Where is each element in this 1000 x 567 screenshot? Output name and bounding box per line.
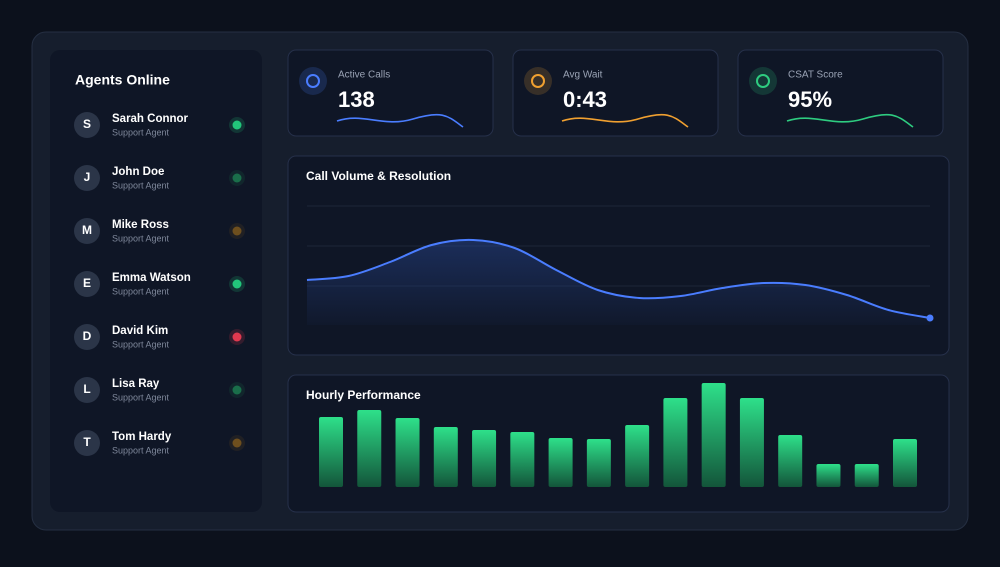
agent-role: Support Agent — [112, 445, 170, 455]
stat-value: 138 — [338, 87, 375, 112]
agent-name: John Doe — [112, 166, 164, 178]
sparkline — [561, 113, 689, 128]
bar — [472, 430, 497, 487]
line-card — [287, 155, 950, 356]
agent-name: Mike Ross — [112, 219, 169, 231]
stat-icon — [756, 74, 770, 88]
avatar — [74, 271, 100, 297]
status-dot — [232, 438, 242, 448]
avatar — [74, 165, 100, 191]
chart-title: Hourly Performance — [306, 388, 421, 402]
agent-name: Emma Watson — [112, 272, 191, 284]
avatar — [74, 218, 100, 244]
agent-name: Sarah Connor — [112, 113, 189, 125]
stat-icon-bg — [749, 67, 777, 95]
bar — [395, 418, 420, 487]
agent-role: Support Agent — [112, 233, 170, 243]
status-dot — [232, 279, 242, 289]
bar — [548, 438, 573, 487]
bar — [778, 435, 803, 487]
status-dot — [232, 385, 242, 395]
status-dot — [232, 332, 242, 342]
bar — [739, 398, 764, 487]
bar — [816, 464, 841, 487]
agent-role: Support Agent — [112, 286, 170, 296]
bar — [701, 383, 726, 487]
agent-role: Support Agent — [112, 392, 170, 402]
avatar-initial: E — [83, 276, 91, 290]
agent-name: Lisa Ray — [112, 378, 160, 390]
bar — [433, 427, 458, 487]
avatar-initial: L — [83, 382, 90, 396]
agent-name: David Kim — [112, 325, 168, 337]
stat-value: 95% — [788, 87, 832, 112]
avatar-initial: J — [84, 170, 91, 184]
line — [306, 238, 931, 319]
stat-icon — [306, 74, 320, 88]
bar — [893, 439, 917, 487]
agent-name: Tom Hardy — [112, 431, 172, 443]
status-dot — [232, 173, 242, 183]
agent-role: Support Agent — [112, 127, 170, 137]
avatar — [74, 430, 100, 456]
avatar — [74, 324, 100, 350]
avatar — [74, 377, 100, 403]
status-dot — [232, 120, 242, 130]
chart-title: Call Volume & Resolution — [306, 169, 451, 183]
sparkline — [336, 113, 464, 128]
area — [307, 239, 930, 325]
avatar-initial: T — [83, 435, 91, 449]
bar — [854, 464, 879, 487]
agent-role: Support Agent — [112, 339, 170, 349]
bar — [319, 417, 343, 487]
stat-icon — [531, 74, 545, 88]
stat-icon-bg — [299, 67, 327, 95]
agents-title: Agents Online — [75, 72, 170, 88]
stat-label: Active Calls — [338, 70, 390, 81]
stat-value: 0:43 — [563, 87, 607, 112]
stat-label: CSAT Score — [788, 70, 843, 81]
status-dot — [232, 226, 242, 236]
avatar-initial: D — [83, 329, 92, 343]
bar — [357, 410, 382, 487]
bar — [586, 439, 611, 487]
bar — [663, 398, 688, 487]
bar — [625, 425, 650, 487]
agents-panel — [50, 50, 262, 512]
avatar — [74, 112, 100, 138]
avatar-initial: S — [83, 117, 91, 131]
sparkline — [786, 113, 914, 128]
bar — [510, 432, 535, 487]
agent-role: Support Agent — [112, 180, 170, 190]
avatar-initial: M — [82, 223, 92, 237]
stat-icon-bg — [524, 67, 552, 95]
line-end — [926, 314, 934, 322]
stat-label: Avg Wait — [563, 70, 603, 81]
